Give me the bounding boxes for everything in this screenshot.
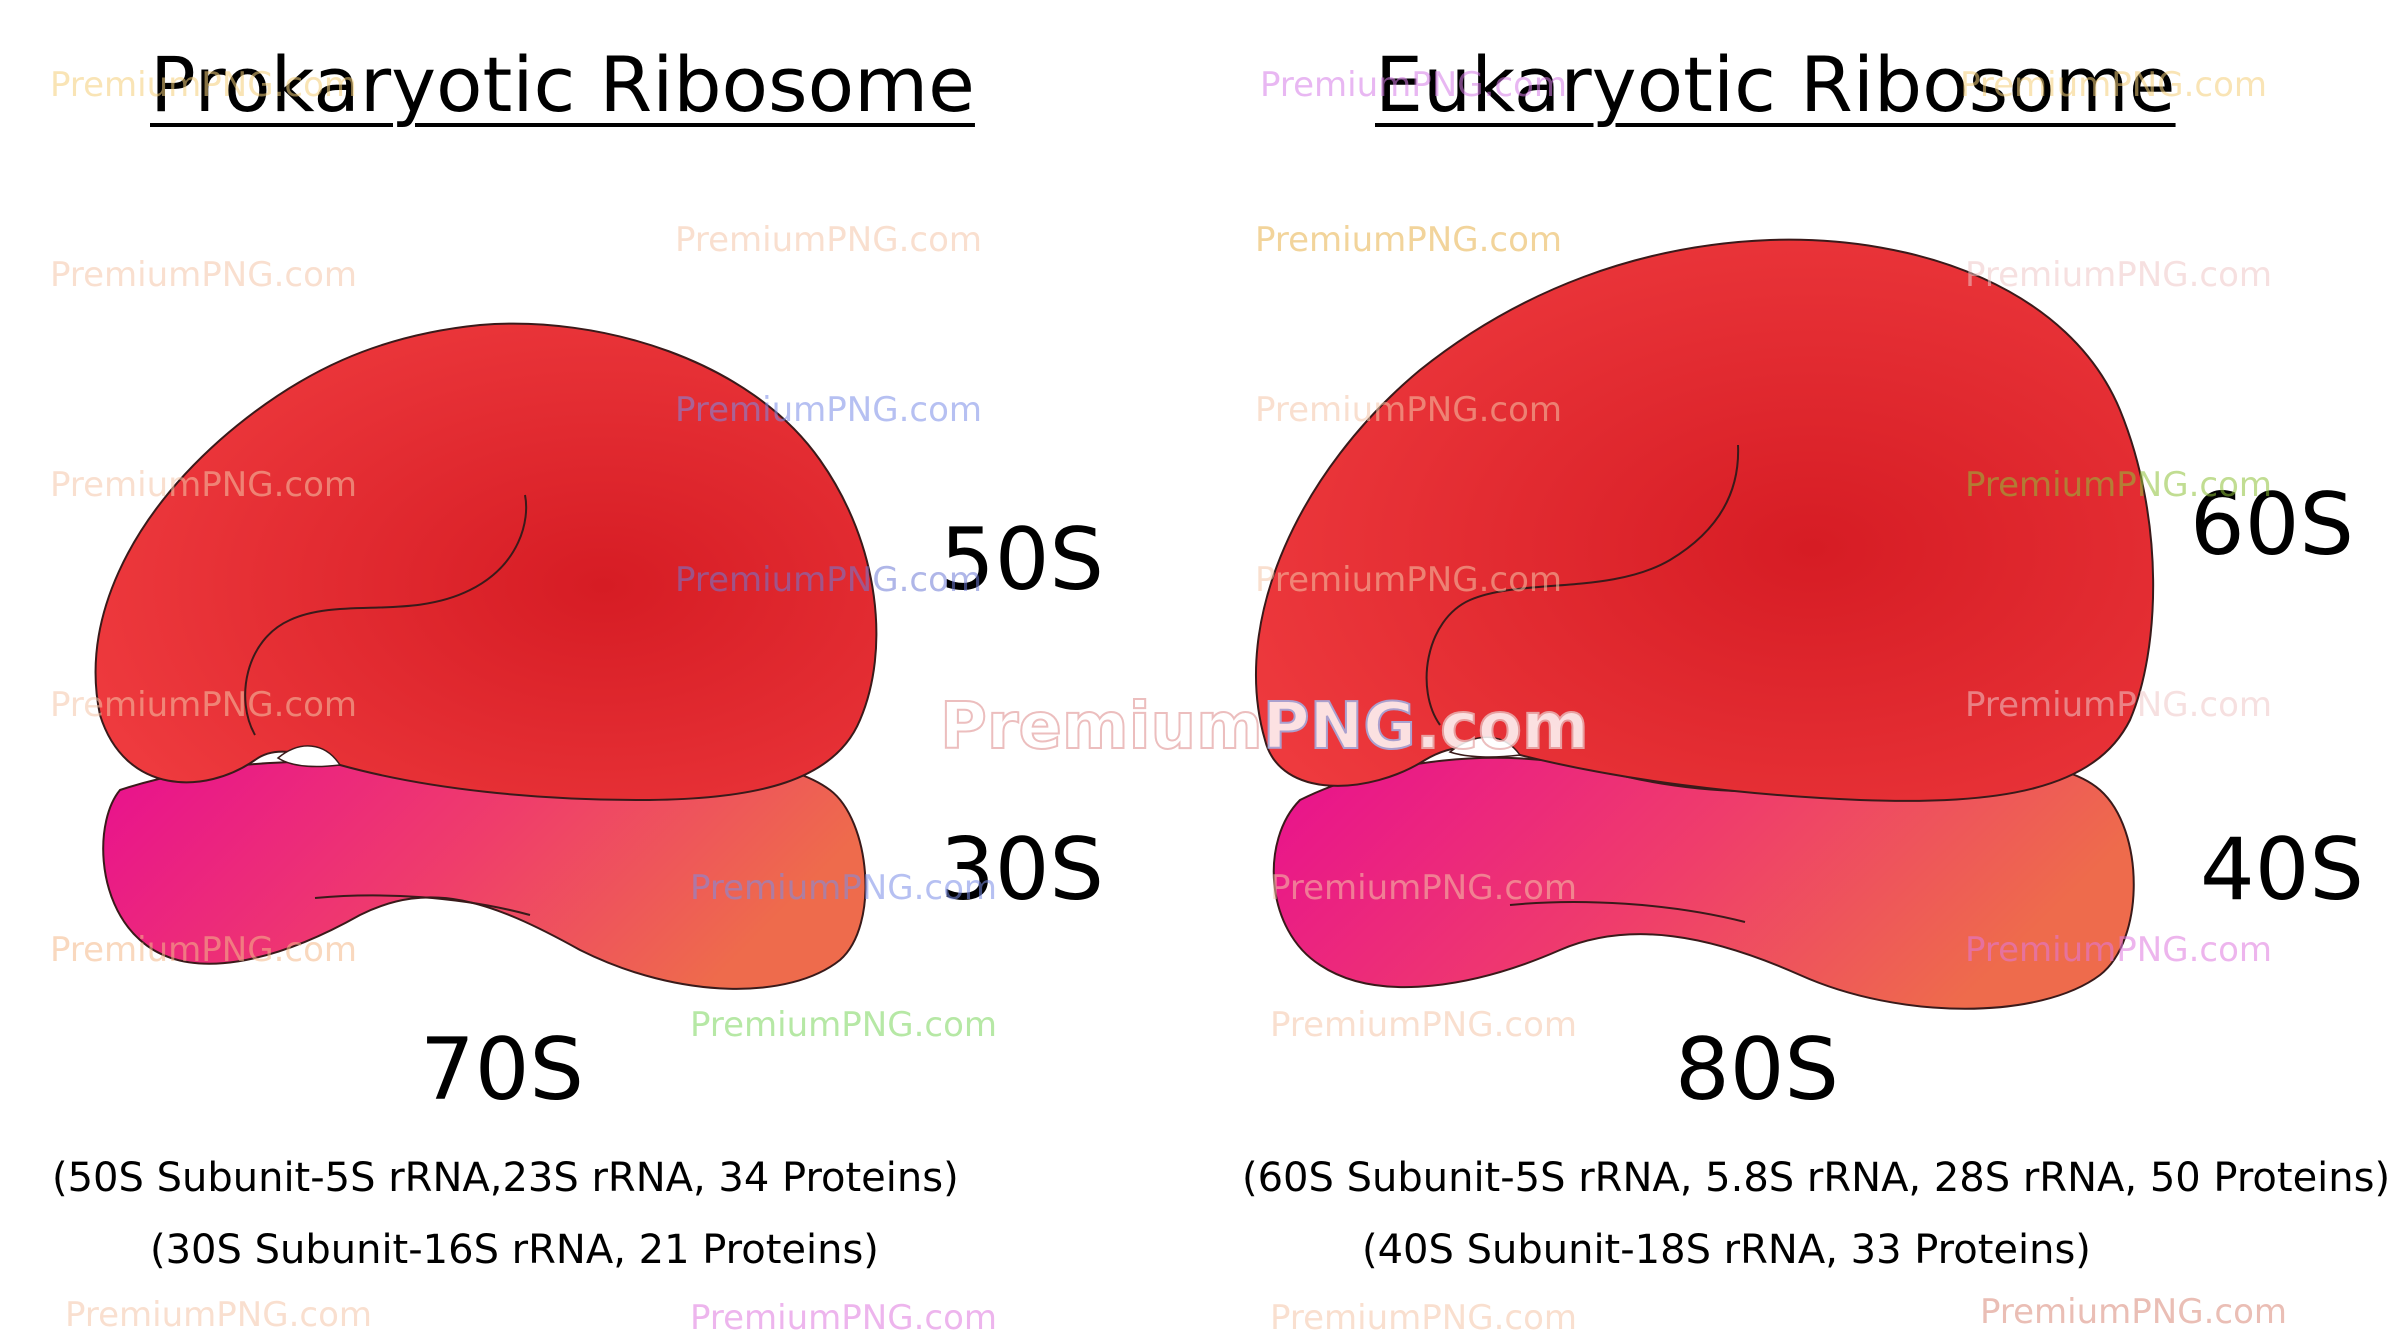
page-title-prokaryotic: Prokaryotic Ribosome [150,40,975,129]
prokaryotic-ribosome-illustration [94,322,878,990]
eukaryotic-note-line1: (60S Subunit-5S rRNA, 5.8S rRNA, 28S rRN… [1242,1155,2391,1201]
large-subunit-60s-fold [1425,444,1740,726]
watermark-text: PremiumPNG.com [690,1005,997,1045]
watermark-text: PremiumPNG.com [1270,1005,1577,1045]
prokaryotic-note-line1: (50S Subunit-5S rRNA,23S rRNA, 34 Protei… [52,1155,959,1201]
watermark-text: PremiumPNG.com [690,1298,997,1338]
prokaryotic-note-line2: (30S Subunit-16S rRNA, 21 Proteins) [150,1227,879,1273]
watermark-text: PremiumPNG.com [675,560,982,600]
watermark-text: PremiumPNG.com [1965,685,2272,725]
eukaryotic-panel: Eukaryotic Ribosome 60S 40S 80S (60S Sub… [1200,0,2400,1323]
eukaryotic-ribosome-illustration [1254,238,2155,1010]
label-30s: 30S [940,820,1105,920]
page-title-eukaryotic: Eukaryotic Ribosome [1375,40,2176,129]
watermark-text: PremiumPNG.com [50,465,357,505]
watermark-text: PremiumPNG.com [50,685,357,725]
watermark-text: PremiumPNG.com [1255,390,1562,430]
watermark-text: PremiumPNG.com [65,1295,372,1335]
watermark-text: PremiumPNG.com [1965,465,2272,505]
watermark-text: PremiumPNG.com [1260,65,1567,105]
small-subunit-40s-groove [1509,901,1746,923]
watermark-text: PremiumPNG.com [1270,868,1577,908]
large-subunit-50s-fold [244,494,528,736]
watermark-text: PremiumPNG.com [50,65,357,105]
subunit-gap [276,745,342,768]
watermark-center: PremiumPNG.com [939,689,1590,765]
prokaryotic-panel: Prokaryotic Ribosome 50S 30S 70S (50S Su… [0,0,1200,1323]
eukaryotic-note-line2: (40S Subunit-18S rRNA, 33 Proteins) [1362,1227,2091,1273]
small-subunit-30s-groove [314,894,531,916]
watermark-text: PremiumPNG.com [675,220,982,260]
label-80s: 80S [1675,1020,1840,1120]
watermark-text: PremiumPNG.com [1965,930,2272,970]
subunit-gap [1448,736,1522,758]
label-40s: 40S [2200,820,2365,920]
watermark-text: PremiumPNG.com [1980,1292,2287,1332]
watermark-center-right: .com [1415,689,1590,765]
watermark-text: PremiumPNG.com [1960,65,2267,105]
watermark-text: PremiumPNG.com [1270,1298,1577,1338]
label-60s: 60S [2190,475,2355,575]
watermark-text: PremiumPNG.com [1965,255,2272,295]
watermark-text: PremiumPNG.com [690,868,997,908]
watermark-center-left: Premium [939,689,1264,765]
watermark-text: PremiumPNG.com [1255,560,1562,600]
watermark-text: PremiumPNG.com [50,255,357,295]
watermark-text: PremiumPNG.com [675,390,982,430]
small-subunit-40s-shape [1272,756,2135,1010]
watermark-text: PremiumPNG.com [1255,220,1562,260]
watermark-center-mid: PNG [1262,689,1417,765]
watermark-text: PremiumPNG.com [50,930,357,970]
label-70s: 70S [420,1020,585,1120]
label-50s: 50S [940,510,1105,610]
